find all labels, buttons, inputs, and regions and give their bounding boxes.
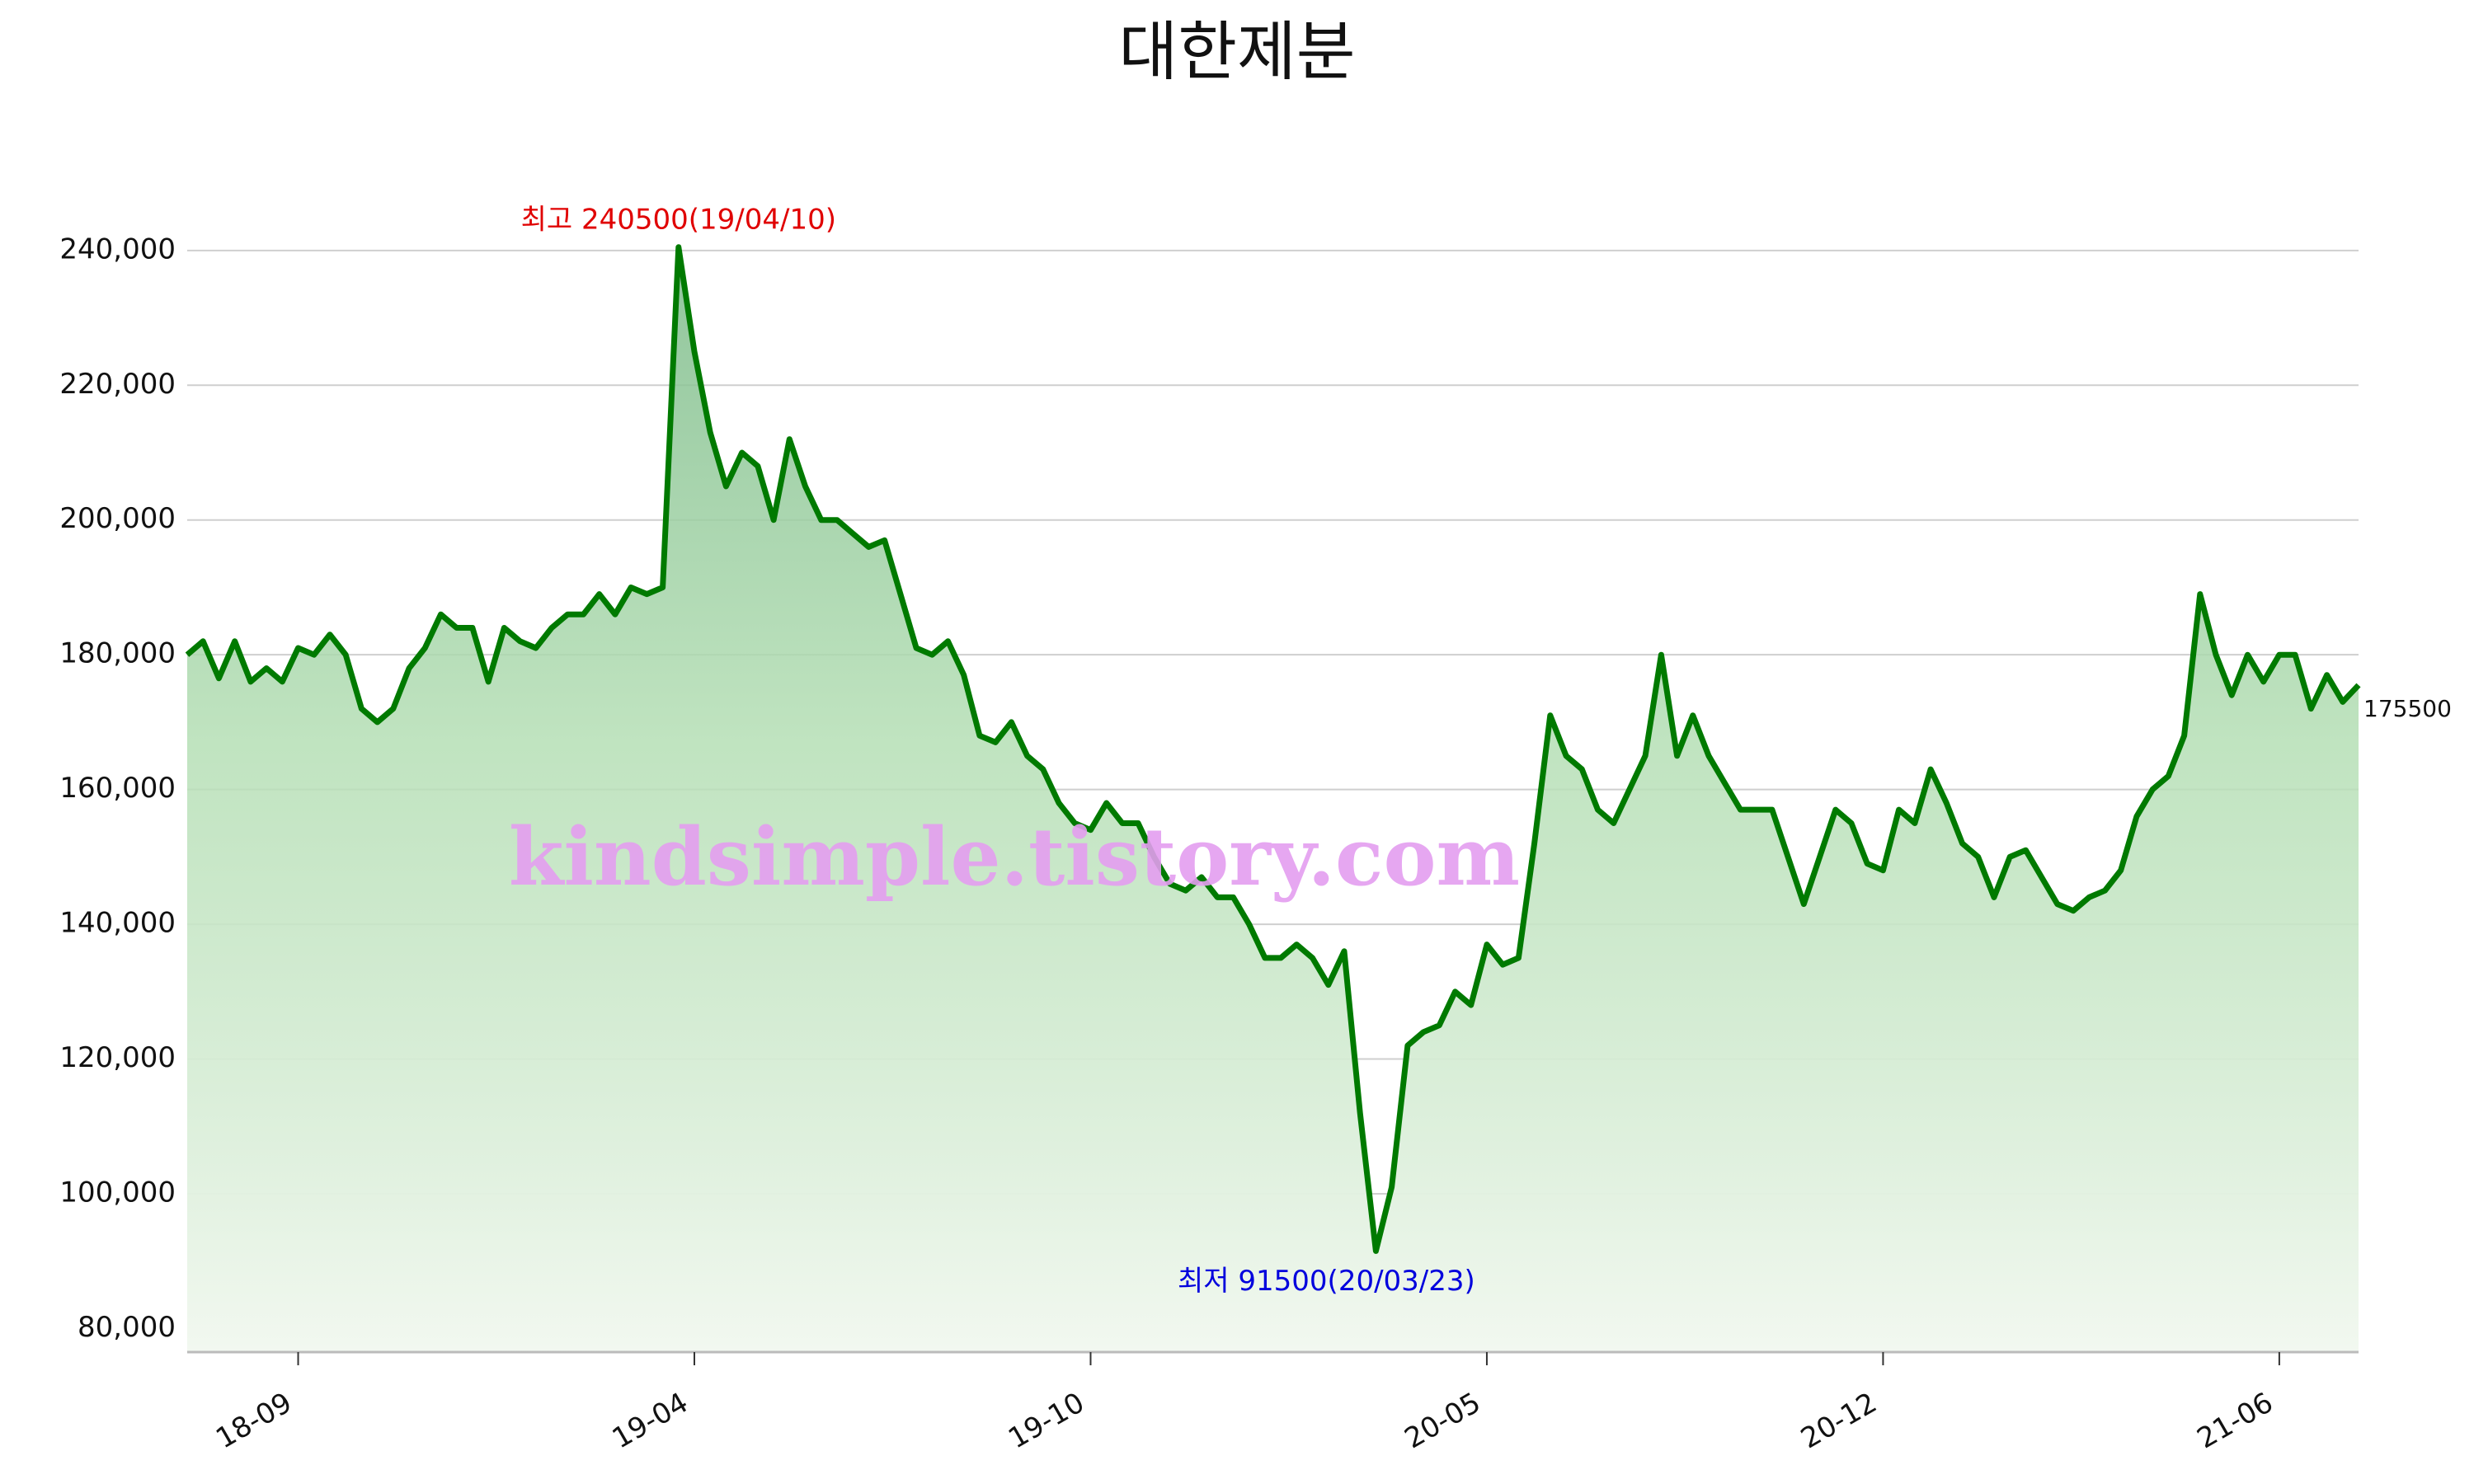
x-tick-label: 19-10 [1003,1386,1090,1455]
chart-title: 대한제분 [1118,15,1355,89]
y-tick-label: 180,000 [59,637,176,670]
y-tick-label: 100,000 [59,1176,176,1209]
y-tick-label: 120,000 [59,1041,176,1074]
y-tick-label: 220,000 [59,368,176,401]
y-tick-label: 80,000 [78,1311,176,1344]
x-tick-label: 19-04 [607,1386,694,1455]
area [187,247,2359,1352]
x-tick-label: 20-12 [1795,1386,1883,1455]
low-annotation: 최저 91500(20/03/23) [1178,1265,1475,1298]
y-tick-label: 160,000 [59,772,176,805]
high-annotation: 최고 240500(19/04/10) [521,203,836,236]
x-tick-label: 20-05 [1399,1386,1487,1455]
x-tick-label: 18-09 [210,1386,298,1455]
last-value-label: 175500 [2363,695,2452,722]
y-tick-label: 240,000 [59,232,176,265]
y-tick-label: 140,000 [59,907,176,940]
line [185,244,2361,1254]
watermark: kindsimple.tistory.com [509,810,1520,904]
x-tick-label: 21-06 [2192,1386,2279,1455]
y-tick-label: 200,000 [59,502,176,535]
